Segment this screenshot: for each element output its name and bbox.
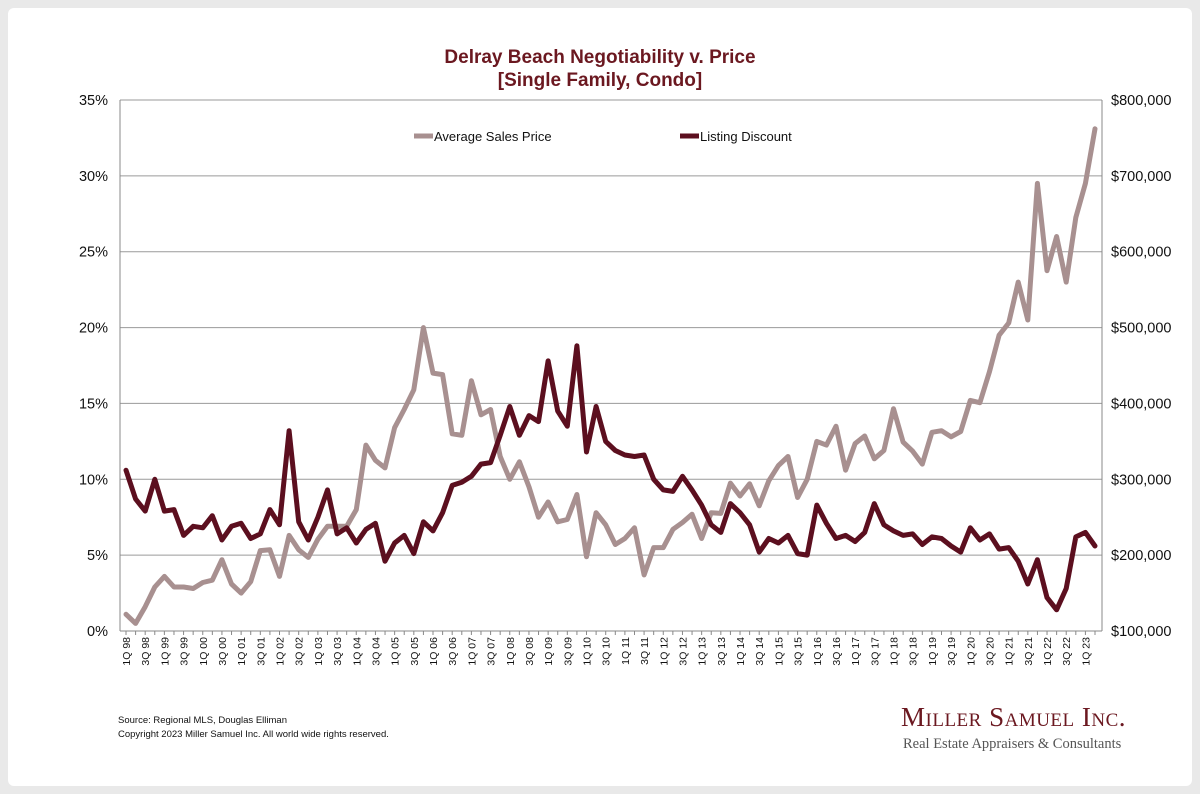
x-tick-label: 1Q 00 (198, 637, 210, 666)
x-tick-label: 3Q 22 (1061, 637, 1073, 666)
y-right-tick-label: $200,000 (1111, 548, 1171, 564)
x-tick-label: 3Q 01 (255, 637, 267, 666)
x-tick-label: 3Q 12 (677, 637, 689, 666)
brand-name: Miller Samuel Inc. (901, 702, 1127, 732)
x-tick-label: 1Q 20 (965, 637, 977, 666)
y-left-tick-label: 20% (79, 321, 108, 337)
legend-label-listing-discount: Listing Discount (700, 129, 792, 144)
x-tick-label: 1Q 18 (889, 637, 901, 666)
chart-title: Delray Beach Negotiability v. Price (444, 47, 756, 68)
chart-title-block: Delray Beach Negotiability v. Price [Sin… (8, 46, 1192, 92)
x-tick-label: 3Q 13 (716, 637, 728, 666)
series-line-listing-discount (123, 343, 1098, 613)
x-tick-label: 1Q 22 (1042, 637, 1054, 666)
x-tick-label: 1Q 99 (159, 637, 171, 666)
brand-logo: Miller Samuel Inc. Real Estate Appraiser… (901, 702, 1151, 753)
x-tick-label: 1Q 17 (850, 637, 862, 666)
x-tick-label: 3Q 19 (946, 637, 958, 666)
x-tick-label: 3Q 16 (831, 637, 843, 666)
x-tick-label: 3Q 08 (524, 637, 536, 666)
y-left-tick-label: 10% (79, 472, 108, 488)
source-note: Source: Regional MLS, Douglas Elliman (118, 715, 287, 726)
x-tick-label: 3Q 09 (562, 637, 574, 666)
x-tick-label: 1Q 01 (236, 637, 248, 666)
x-tick-label: 1Q 15 (773, 637, 785, 666)
x-tick-label: 3Q 00 (217, 637, 229, 666)
y-right-tick-label: $700,000 (1111, 169, 1171, 185)
x-tick-label: 1Q 23 (1080, 637, 1092, 666)
x-tick-label: 1Q 07 (466, 637, 478, 666)
x-tick-label: 3Q 07 (486, 637, 498, 666)
x-tick-label: 3Q 20 (984, 637, 996, 666)
x-tick-label: 1Q 12 (658, 637, 670, 666)
chart-subtitle: [Single Family, Condo] (497, 70, 703, 91)
copyright-note: Copyright 2023 Miller Samuel Inc. All wo… (118, 729, 389, 740)
x-tick-label: 3Q 03 (332, 637, 344, 666)
y-left-tick-label: 30% (79, 169, 108, 185)
x-tick-label: 1Q 10 (582, 637, 594, 666)
x-tick-label: 3Q 02 (294, 637, 306, 666)
x-tick-label: 1Q 16 (812, 637, 824, 666)
brand-tagline: Real Estate Appraisers & Consultants (903, 736, 1122, 752)
y-left-tick-label: 15% (79, 396, 108, 412)
x-tick-label: 3Q 21 (1023, 637, 1035, 666)
x-tick-label: 3Q 99 (179, 637, 191, 666)
x-tick-label: 1Q 02 (275, 637, 287, 666)
legend-label-average-sales-price: Average Sales Price (434, 129, 552, 144)
x-tick-label: 1Q 03 (313, 637, 325, 666)
x-tick-label: 3Q 14 (754, 637, 766, 666)
x-tick-label: 3Q 17 (869, 637, 881, 666)
y-left-tick-label: 35% (79, 93, 108, 109)
x-tick-label: 1Q 06 (428, 637, 440, 666)
x-tick-label: 3Q 10 (601, 637, 613, 666)
x-tick-label: 3Q 18 (908, 637, 920, 666)
x-tick-label: 3Q 98 (140, 637, 152, 666)
y-left-tick-label: 25% (79, 245, 108, 261)
x-tick-label: 3Q 05 (409, 637, 421, 666)
x-tick-label: 3Q 06 (447, 637, 459, 666)
y-right-tick-label: $100,000 (1111, 624, 1171, 640)
x-tick-label: 1Q 09 (543, 637, 555, 666)
footer-notes: Source: Regional MLS, Douglas Elliman Co… (118, 714, 389, 742)
x-tick-label: 3Q 11 (639, 637, 651, 665)
y-left-tick-label: 0% (87, 624, 108, 640)
x-tick-label: 3Q 15 (793, 637, 805, 666)
x-tick-label: 1Q 08 (505, 637, 517, 666)
x-tick-label: 1Q 13 (697, 637, 709, 666)
series-line-average-sales-price (123, 126, 1098, 626)
x-tick-label: 1Q 98 (121, 637, 133, 666)
y-right-tick-label: $400,000 (1111, 396, 1171, 412)
y-right-tick-label: $500,000 (1111, 321, 1171, 337)
x-tick-label: 1Q 21 (1004, 637, 1016, 666)
x-tick-label: 1Q 14 (735, 637, 747, 666)
x-tick-label: 1Q 04 (351, 637, 363, 666)
x-tick-label: 1Q 11 (620, 637, 632, 665)
x-tick-label: 1Q 19 (927, 637, 939, 666)
x-tick-label: 1Q 05 (390, 637, 402, 666)
chart-card: Delray Beach Negotiability v. Price [Sin… (8, 8, 1192, 786)
x-tick-label: 3Q 04 (370, 637, 382, 666)
y-left-tick-label: 5% (87, 548, 108, 564)
y-right-tick-label: $800,000 (1111, 93, 1171, 109)
y-right-tick-label: $600,000 (1111, 245, 1171, 261)
y-right-tick-label: $300,000 (1111, 472, 1171, 488)
